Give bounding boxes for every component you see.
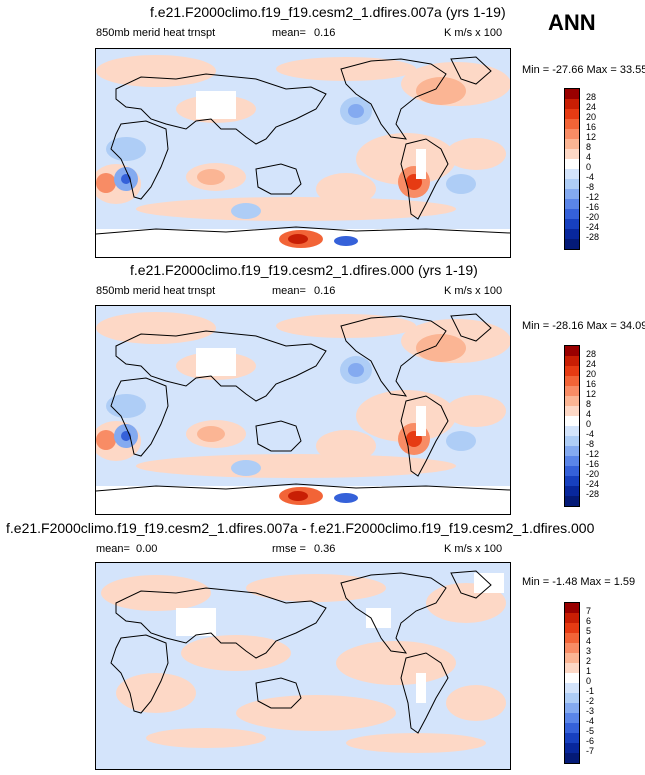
colorbar-tick: -6 xyxy=(586,736,595,746)
panel1-mean-label: mean= xyxy=(272,27,306,39)
colorbar-tick: 4 xyxy=(586,152,592,162)
panel2-mean-label: mean= xyxy=(272,285,306,297)
colorbar-tick: 0 xyxy=(586,162,592,172)
panel2-map xyxy=(95,305,511,515)
colorbar-tick: -1 xyxy=(586,686,595,696)
colorbar-tick: 24 xyxy=(586,102,597,112)
colorbar-tick: 12 xyxy=(586,132,597,142)
panel2-title: f.e21.F2000climo.f19_f19.cesm2_1.dfires.… xyxy=(130,262,478,278)
colorbar-tick: 20 xyxy=(586,112,597,122)
panel1-mean-value: 0.16 xyxy=(314,27,336,39)
colorbar-tick: -24 xyxy=(586,222,600,232)
colorbar-tick: 8 xyxy=(586,399,592,409)
panel2-mean-value: 0.16 xyxy=(314,285,336,297)
colorbar-tick: -2 xyxy=(586,696,595,706)
panel1-minmax: Min = -27.66 Max = 33.55 xyxy=(522,64,645,76)
colorbar-tick: 28 xyxy=(586,92,597,102)
colorbar-tick: -28 xyxy=(586,489,600,499)
colorbar-tick: -24 xyxy=(586,479,600,489)
colorbar-tick: 16 xyxy=(586,122,597,132)
colorbar-tick: 3 xyxy=(586,646,592,656)
colorbar-tick: 7 xyxy=(586,606,592,616)
colorbar-tick: 28 xyxy=(586,349,597,359)
panel3-mean-value: 0.00 xyxy=(136,543,158,555)
panel2-minmax: Min = -28.16 Max = 34.09 xyxy=(522,320,645,332)
panel3-rmse-value: 0.36 xyxy=(314,543,336,555)
colorbar-tick: 0 xyxy=(586,419,592,429)
colorbar-tick: 0 xyxy=(586,676,592,686)
colorbar-tick: -4 xyxy=(586,172,595,182)
colorbar-tick: 24 xyxy=(586,359,597,369)
panel3-map xyxy=(95,562,511,770)
colorbar-tick: -3 xyxy=(586,706,595,716)
colorbar-tick: -28 xyxy=(586,232,600,242)
panel2-map-field xyxy=(96,306,510,514)
colorbar-tick: -5 xyxy=(586,726,595,736)
colorbar-tick: 5 xyxy=(586,626,592,636)
panel1-variable: 850mb merid heat trnspt xyxy=(96,27,216,39)
panel1-title: f.e21.F2000climo.f19_f19.cesm2_1.dfires.… xyxy=(150,4,506,20)
colorbar-tick: -20 xyxy=(586,469,600,479)
panel2-colorbar xyxy=(564,345,580,507)
colorbar-tick: 1 xyxy=(586,666,592,676)
colorbar-tick: 2 xyxy=(586,656,592,666)
panel2-variable: 850mb merid heat trnspt xyxy=(96,285,216,297)
colorbar-tick: -16 xyxy=(586,459,600,469)
panel3-colorbar xyxy=(564,602,580,764)
panel3-units: K m/s x 100 xyxy=(444,543,503,555)
panel1-map-field xyxy=(96,49,510,257)
panel3-mean-label: mean= xyxy=(96,543,130,555)
colorbar-tick: -20 xyxy=(586,212,600,222)
colorbar-tick: -16 xyxy=(586,202,600,212)
colorbar-tick: -4 xyxy=(586,429,595,439)
colorbar-tick: -12 xyxy=(586,449,600,459)
panel3-title: f.e21.F2000climo.f19_f19.cesm2_1.dfires.… xyxy=(6,520,595,536)
colorbar-tick: -4 xyxy=(586,716,595,726)
colorbar-tick: -8 xyxy=(586,439,595,449)
colorbar-tick: -7 xyxy=(586,746,595,756)
colorbar-tick: 4 xyxy=(586,409,592,419)
panel3-map-field xyxy=(96,563,510,769)
colorbar-tick: 4 xyxy=(586,636,592,646)
panel1-map xyxy=(95,48,511,258)
panel1-units: K m/s x 100 xyxy=(444,27,503,39)
panel3-rmse-label: rmse = xyxy=(272,543,306,555)
season-label: ANN xyxy=(548,10,596,35)
colorbar-tick: 20 xyxy=(586,369,597,379)
panel1-colorbar xyxy=(564,88,580,250)
colorbar-tick: 12 xyxy=(586,389,597,399)
colorbar-tick: 16 xyxy=(586,379,597,389)
colorbar-tick: 6 xyxy=(586,616,592,626)
colorbar-tick: 8 xyxy=(586,142,592,152)
colorbar-tick: -12 xyxy=(586,192,600,202)
colorbar-tick: -8 xyxy=(586,182,595,192)
panel2-units: K m/s x 100 xyxy=(444,285,503,297)
panel3-minmax: Min = -1.48 Max = 1.59 xyxy=(522,576,636,588)
